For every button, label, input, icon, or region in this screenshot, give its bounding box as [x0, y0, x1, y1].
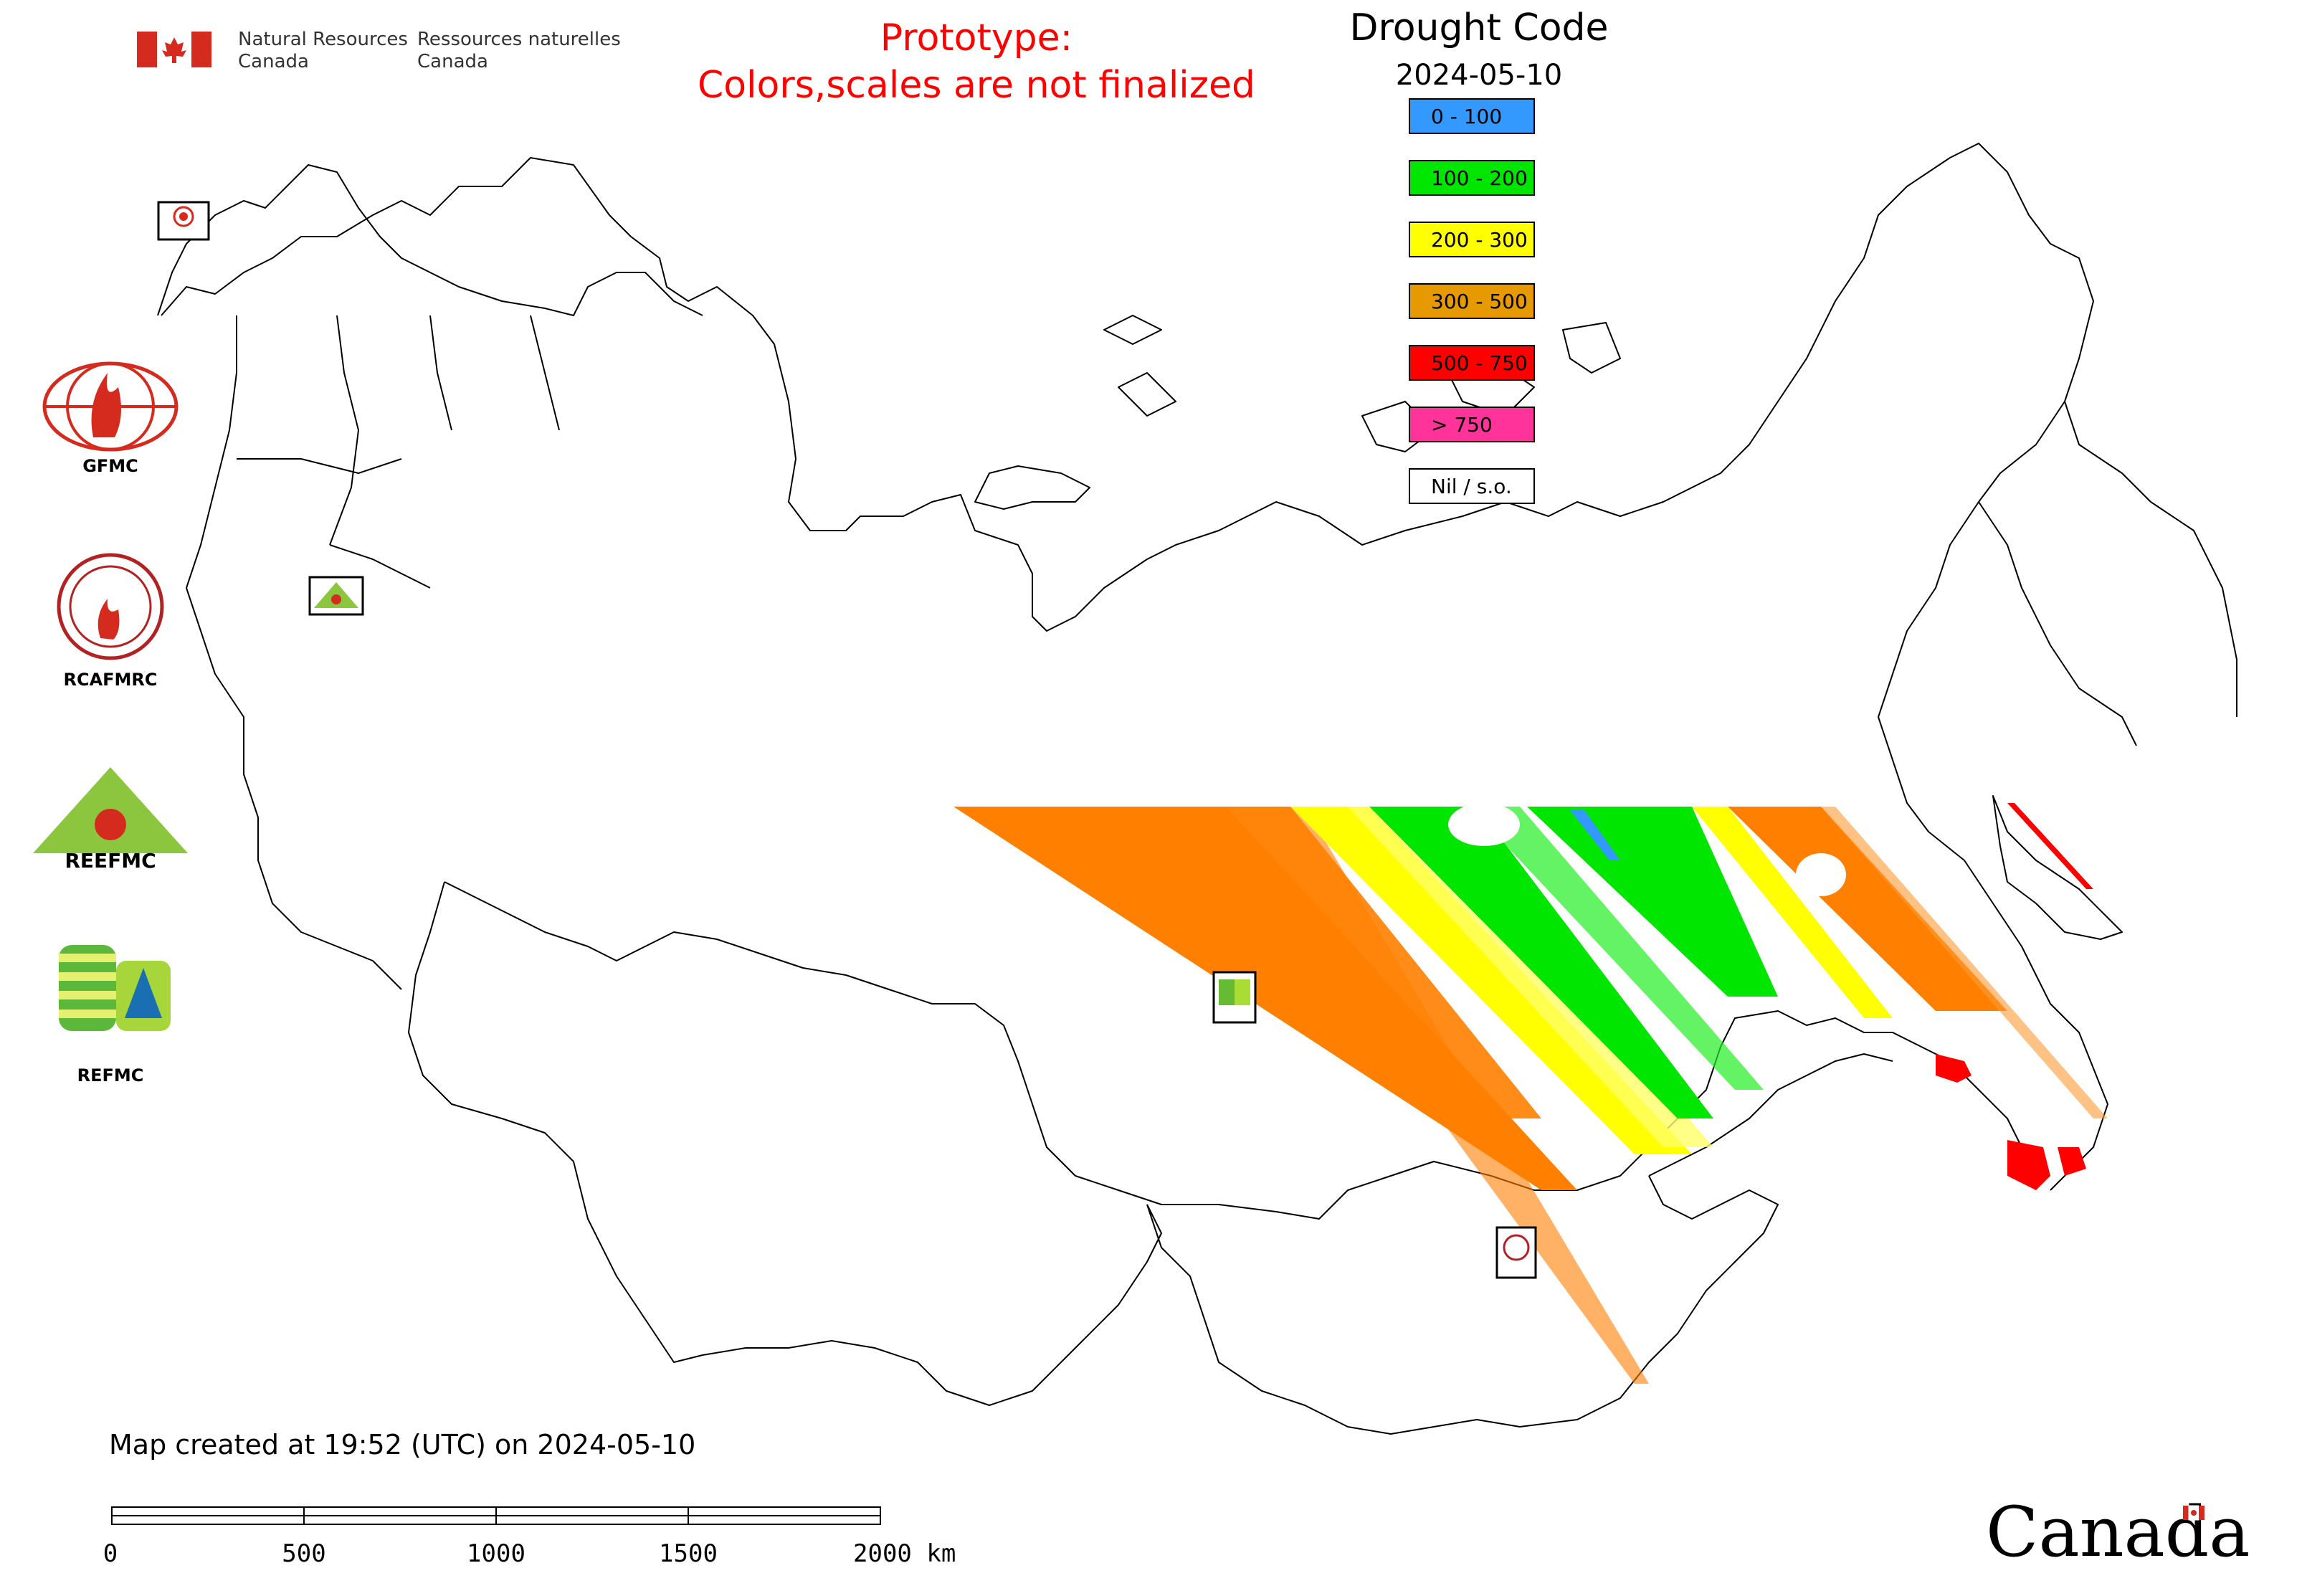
legend-label-6: Nil / s.o. — [1431, 475, 1512, 498]
wordmark-flag-icon — [2183, 1505, 2205, 1521]
reefmc-logo: REEFMC — [33, 767, 188, 873]
nrcan-fr-line2: Canada — [417, 51, 488, 72]
dc-streak-orange-east — [1728, 807, 2007, 1011]
legend: Drought Code 2024-05-10 0 - 100 100 - 200… — [1349, 6, 1609, 504]
canada-flag-icon — [137, 32, 211, 67]
canada-wordmark: Canada — [1986, 1492, 2250, 1572]
badge-reefmc-icon — [308, 576, 364, 616]
dc-streak-orange-east-2 — [1821, 807, 2108, 1118]
scale-label-1500: 1500 — [659, 1539, 718, 1568]
europe-borders — [186, 315, 560, 990]
legend-label-3: 300 - 500 — [1431, 290, 1528, 313]
legend-label-0: 0 - 100 — [1431, 105, 1502, 128]
dc-streak-red-kamchatka — [2007, 803, 2093, 889]
dc-streak-orange-3 — [1212, 807, 1649, 1384]
dc-patch-red-2 — [2007, 1140, 2050, 1190]
scale-bar: 0 500 1000 1500 2000 km — [103, 1506, 956, 1568]
russia-coastline — [161, 143, 2237, 717]
dc-patch-red-1 — [1936, 1054, 1972, 1083]
map-outlines — [157, 143, 2237, 1435]
drought-data-layer — [953, 803, 2108, 1384]
dc-streak-blue — [1570, 810, 1620, 860]
partner-label-refmc: REFMC — [77, 1065, 144, 1086]
scale-label-0: 0 — [103, 1539, 118, 1568]
legend-label-2: 200 - 300 — [1431, 228, 1528, 252]
dc-streak-yellow-east — [1692, 807, 1893, 1018]
badge-refmc-icon — [1212, 971, 1257, 1024]
canada-wordmark-text: Canada — [1986, 1492, 2250, 1572]
legend-swatch-1 — [1409, 160, 1535, 196]
china-border — [1648, 1053, 1893, 1177]
legend-title: Drought Code — [1349, 6, 1608, 49]
partner-label-gfmc: GFMC — [82, 456, 138, 476]
nrcan-en-line2: Canada — [238, 51, 309, 72]
sakhalin-outline — [1992, 795, 2123, 940]
dc-streak-orange-1 — [953, 807, 1577, 1190]
nrcan-fr-line1: Ressources naturelles — [417, 29, 621, 50]
scale-label-1000: 1000 — [467, 1539, 525, 1568]
dc-gap-2 — [1796, 853, 1846, 896]
prototype-title: Prototype: — [880, 16, 1072, 60]
gfmc-logo — [42, 361, 179, 452]
central-asia-borders — [444, 881, 2022, 1220]
refmc-logo — [59, 945, 171, 1031]
scandinavia-outline — [157, 164, 703, 316]
legend-label-4: 500 - 750 — [1431, 351, 1528, 375]
reefmc-logo-text: REEFMC — [65, 849, 156, 873]
nrcan-signature: Natural Resources Canada Ressources natu… — [137, 29, 621, 72]
scale-label-2000: 2000 km — [853, 1539, 956, 1568]
prototype-subtitle: Colors,scales are not finalized — [698, 64, 1255, 107]
dc-patch-red-3 — [2058, 1147, 2086, 1176]
dc-gap-1 — [1448, 803, 1520, 846]
scale-label-500: 500 — [282, 1539, 325, 1568]
mongolia-outline — [1146, 1175, 1779, 1435]
dc-streak-green-1 — [1369, 807, 1713, 1118]
legend-date: 2024-05-10 — [1396, 59, 1562, 92]
badge-gfmc-icon — [157, 201, 210, 241]
rcafmrc-logo — [57, 553, 164, 660]
legend-swatch-5 — [1409, 407, 1535, 442]
nrcan-en-line1: Natural Resources — [238, 29, 408, 50]
dc-streak-green-2 — [1527, 807, 1778, 997]
badge-rcafmrc-icon — [1495, 1226, 1537, 1279]
legend-label-5: > 750 — [1431, 413, 1493, 437]
legend-items: 0 - 100 100 - 200 200 - 300 300 - 500 500 - … — [1409, 98, 1535, 504]
legend-swatch-3 — [1409, 283, 1535, 319]
far-east-coastline — [1878, 401, 2108, 1191]
legend-swatch-0 — [1409, 98, 1535, 134]
kazakhstan-outline — [408, 881, 1162, 1406]
dc-streak-green-3 — [1470, 807, 1764, 1090]
kamchatka-outline — [1978, 501, 2137, 746]
legend-swatch-4 — [1409, 345, 1535, 381]
legend-label-1: 100 - 200 — [1431, 166, 1528, 190]
legend-swatch-6 — [1409, 468, 1535, 504]
map-created-note: Map created at 19:52 (UTC) on 2024-05-10 — [109, 1429, 695, 1460]
legend-swatch-2 — [1409, 222, 1535, 257]
partner-label-rcafmrc: RCAFMRC — [63, 670, 157, 690]
